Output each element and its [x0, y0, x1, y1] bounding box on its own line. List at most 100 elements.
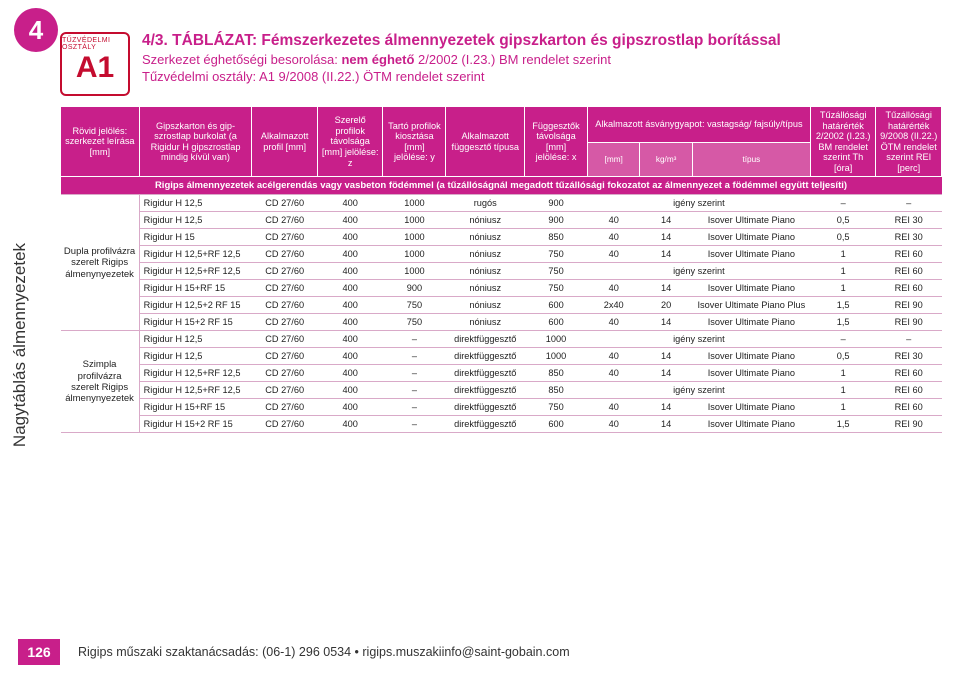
- table-row: Rigidur H 12,5+RF 12,5CD 27/604001000nón…: [61, 263, 942, 280]
- cell: Rigidur H 12,5: [139, 195, 252, 212]
- cell: 600: [525, 297, 588, 314]
- page-number: 126: [18, 639, 60, 665]
- cell: 40: [587, 314, 639, 331]
- cell: Rigidur H 15+2 RF 15: [139, 314, 252, 331]
- cell: 1: [810, 382, 876, 399]
- footer-text: Rigips műszaki szaktanácsadás: (06-1) 29…: [78, 645, 570, 659]
- cell: –: [383, 416, 446, 433]
- cell: CD 27/60: [252, 348, 318, 365]
- cell: 900: [383, 280, 446, 297]
- cell: 400: [317, 297, 383, 314]
- cell: 40: [587, 399, 639, 416]
- cell: 1000: [525, 348, 588, 365]
- cell: 850: [525, 229, 588, 246]
- table-row: Rigidur H 12,5CD 27/60400–direktfüggeszt…: [61, 348, 942, 365]
- cell: 0,5: [810, 348, 876, 365]
- chapter-number: 4: [29, 15, 43, 46]
- cell: –: [383, 348, 446, 365]
- cell: REI 60: [876, 280, 942, 297]
- note-text: Rigips álmennyezetek acélgerendás vagy v…: [61, 177, 942, 195]
- cell: REI 60: [876, 365, 942, 382]
- fire-class-badge: TŰZVÉDELMI OSZTÁLY A1: [60, 32, 130, 96]
- cell: 1,5: [810, 297, 876, 314]
- subtitle-2: Tűzvédelmi osztály: A1 9/2008 (II.22.) Ö…: [142, 69, 942, 84]
- cell: 400: [317, 348, 383, 365]
- cell: 850: [525, 365, 588, 382]
- cell: Isover Ultimate Piano: [692, 365, 810, 382]
- cell: igény szerint: [587, 331, 810, 348]
- table-row: Rigidur H 15+2 RF 15CD 27/60400750nónius…: [61, 314, 942, 331]
- cell: direktfüggesztő: [446, 382, 525, 399]
- cell: 1,5: [810, 314, 876, 331]
- cell: 14: [640, 314, 692, 331]
- cell: 750: [525, 399, 588, 416]
- cell: Isover Ultimate Piano: [692, 229, 810, 246]
- cell: 14: [640, 399, 692, 416]
- cell: REI 90: [876, 416, 942, 433]
- cell: Rigidur H 12,5: [139, 331, 252, 348]
- cell: –: [383, 365, 446, 382]
- table-row: Dupla profilvázra szerelt Rigips álmeny­…: [61, 195, 942, 212]
- cell: –: [383, 331, 446, 348]
- cell: CD 27/60: [252, 280, 318, 297]
- cell: 40: [587, 212, 639, 229]
- cell: 0,5: [810, 212, 876, 229]
- th-y: Tartó profilok kiosztása [mm] jelölése: …: [383, 107, 446, 177]
- cell: nóniusz: [446, 280, 525, 297]
- cell: CD 27/60: [252, 212, 318, 229]
- cell: 750: [525, 246, 588, 263]
- cell: REI 30: [876, 229, 942, 246]
- content: TŰZVÉDELMI OSZTÁLY A1 4/3. TÁBLÁZAT: Fém…: [60, 32, 942, 433]
- cell: Isover Ultimate Piano: [692, 246, 810, 263]
- cell: 1000: [383, 246, 446, 263]
- cell: 900: [525, 212, 588, 229]
- cell: Rigidur H 15+RF 15: [139, 280, 252, 297]
- cell: direktfüggesztő: [446, 331, 525, 348]
- cell: 1: [810, 399, 876, 416]
- cell: CD 27/60: [252, 399, 318, 416]
- cell: 40: [587, 365, 639, 382]
- chapter-badge: 4: [14, 8, 58, 52]
- cell: CD 27/60: [252, 331, 318, 348]
- badge-arc-text: TŰZVÉDELMI OSZTÁLY: [62, 37, 128, 51]
- table-head: Rövid jelölés: szerkezet leírása [mm] Gi…: [61, 107, 942, 177]
- page: 4 Nagytáblás álmennyezetek TŰZVÉDELMI OS…: [0, 0, 960, 677]
- cell: CD 27/60: [252, 297, 318, 314]
- cell: 400: [317, 246, 383, 263]
- cell: 14: [640, 416, 692, 433]
- th-wool: Alkalmazott ásványgyapot: vastagság/ faj…: [587, 107, 810, 143]
- cell: 400: [317, 399, 383, 416]
- cell: 1: [810, 246, 876, 263]
- cell: 900: [525, 195, 588, 212]
- th-profile: Alkal­mazott profil [mm]: [252, 107, 318, 177]
- cell: 1: [810, 263, 876, 280]
- cell: Rigidur H 12,5+2 RF 15: [139, 297, 252, 314]
- cell: Rigidur H 15: [139, 229, 252, 246]
- cell: 14: [640, 246, 692, 263]
- cell: 1: [810, 280, 876, 297]
- cell: 400: [317, 212, 383, 229]
- th-wool-kg: kg/m³: [640, 143, 692, 177]
- cell: CD 27/60: [252, 365, 318, 382]
- footer: 126 Rigips műszaki szaktanácsadás: (06-1…: [0, 639, 960, 665]
- cell: CD 27/60: [252, 246, 318, 263]
- badge-class: A1: [76, 51, 114, 85]
- cell: –: [810, 331, 876, 348]
- cell: CD 27/60: [252, 195, 318, 212]
- cell: 750: [525, 263, 588, 280]
- table-row: Rigidur H 15+2 RF 15CD 27/60400–direktfü…: [61, 416, 942, 433]
- cell: Isover Ultimate Piano: [692, 280, 810, 297]
- cell: –: [876, 195, 942, 212]
- cell: 400: [317, 382, 383, 399]
- cell: 40: [587, 229, 639, 246]
- cell: 1000: [383, 229, 446, 246]
- cell: Isover Ultimate Piano: [692, 314, 810, 331]
- table-title: 4/3. TÁBLÁZAT: Fémszerkezetes álmennyeze…: [142, 32, 942, 50]
- cell: 1,5: [810, 416, 876, 433]
- side-tab-label: Nagytáblás álmennyezetek: [10, 243, 30, 447]
- cell: 1000: [525, 331, 588, 348]
- th-cladding: Gipszkarton és gip­szrostlap burkolat (a…: [139, 107, 252, 177]
- cell: nóniusz: [446, 229, 525, 246]
- cell: igény szerint: [587, 263, 810, 280]
- th-x: Füg­gesztők távolsága [mm] jelölése: x: [525, 107, 588, 177]
